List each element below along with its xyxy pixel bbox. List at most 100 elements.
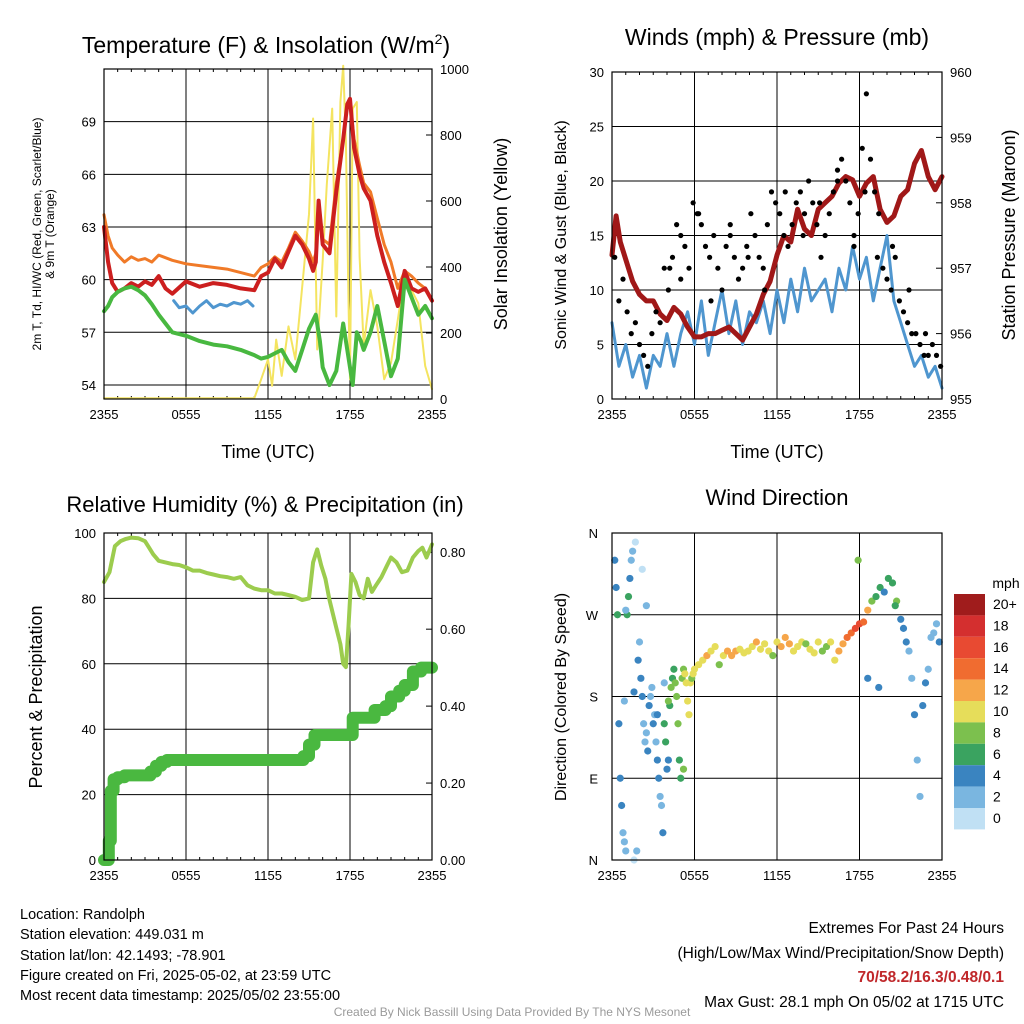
- wdir-point: [777, 642, 785, 651]
- winds-gust-point: [793, 200, 799, 206]
- rh-series-precip-line: [98, 661, 438, 866]
- wdir-point: [620, 697, 628, 705]
- wdir-point: [660, 679, 668, 687]
- wdir-point: [613, 611, 622, 619]
- wdir-point: [673, 692, 681, 701]
- extremes-panel: Extremes For Past 24 Hours (High/Low/Max…: [678, 917, 1005, 1015]
- extremes-title: Extremes For Past 24 Hours: [808, 920, 1004, 937]
- temp-panel: 2355 0555 1155 1755 2355 54 57 60 63 66 69 0 200 400 6…: [30, 31, 511, 462]
- wdir-point: [611, 556, 619, 564]
- wdir-point: [756, 645, 765, 653]
- temp-xtick-label: 2355: [418, 407, 447, 422]
- temp-series-yellow-line: [103, 64, 433, 400]
- winds-ytick-label: 15: [590, 229, 604, 244]
- wdir-title: Wind Direction: [705, 485, 848, 510]
- wdir-point: [769, 652, 777, 660]
- wdir-point: [864, 674, 872, 682]
- wdir-point: [653, 711, 661, 719]
- wdir-point: [899, 624, 908, 632]
- winds-gust-point: [834, 178, 841, 184]
- winds-gust-point: [872, 189, 878, 195]
- winds-gust-point: [822, 232, 828, 239]
- winds-gust-point: [834, 167, 841, 173]
- temp-title: Temperature (F) & Insolation (W/m2): [82, 31, 450, 58]
- winds-gust-point: [735, 276, 742, 282]
- winds-gust-point: [880, 265, 886, 271]
- temp-ylabel-line2: & 9m T (Orange): [43, 189, 57, 279]
- winds-xlabel: Time (UTC): [730, 442, 823, 462]
- winds-gust-point: [922, 331, 929, 337]
- created-text: Figure created on Fri, 2025-05-02, at 23…: [20, 967, 332, 984]
- winds-gust-point: [708, 298, 714, 304]
- winds-ytick-label: 10: [590, 283, 604, 298]
- winds-gust-point: [839, 156, 845, 162]
- winds-gust-point: [817, 200, 823, 206]
- temp-ytick-label: 63: [82, 220, 96, 235]
- winds-gust-point: [731, 254, 737, 260]
- wdir-point: [660, 720, 668, 728]
- wdir-point: [670, 665, 678, 673]
- wdir-legend-swatch: [954, 594, 985, 616]
- winds-gust-point: [781, 232, 787, 239]
- wdir-point: [880, 588, 888, 596]
- wdir-ytick-label: E: [589, 771, 598, 786]
- wdir-plot-frame: [611, 532, 943, 861]
- winds-gust-point: [782, 189, 788, 195]
- rh-y2tick-label: 0.20: [440, 776, 465, 791]
- wdir-point: [875, 683, 883, 692]
- wdir-legend-swatch: [954, 765, 985, 787]
- wdir-point: [864, 606, 872, 614]
- winds-gust-point: [830, 189, 836, 195]
- wdir-point: [675, 756, 683, 764]
- extremes-subtitle: (High/Low/Max Wind/Precipitation/Snow De…: [677, 944, 1005, 962]
- wdir-point: [674, 720, 682, 728]
- rh-ytick-label: 0: [89, 853, 96, 868]
- wdir-point: [910, 711, 919, 719]
- winds-gust-point: [876, 211, 882, 217]
- winds-ytick-label: 5: [597, 338, 604, 353]
- wdir-point: [810, 649, 818, 657]
- extremes-values: 70/58.2/16.3/0.48/0.1: [857, 969, 1004, 986]
- wdir-legend-swatch: [954, 636, 985, 659]
- winds-gust-point: [862, 189, 868, 195]
- temp-xtick-label: 0555: [172, 407, 201, 422]
- winds-gust-point: [889, 243, 896, 249]
- wdir-point: [626, 574, 634, 583]
- wdir-point: [634, 656, 642, 664]
- winds-gust-point: [810, 200, 816, 206]
- winds-gust-point: [884, 276, 890, 282]
- wdir-point: [679, 765, 688, 773]
- wdir-point: [633, 847, 641, 855]
- rh-plot-frame: [103, 532, 433, 861]
- wdir-point: [641, 738, 649, 746]
- winds-xtick-label: 2355: [598, 407, 627, 422]
- wdir-legend-swatch: [954, 658, 985, 680]
- winds-y2tick-label: 960: [950, 65, 972, 80]
- wdir-point: [916, 792, 924, 801]
- wdir-point: [659, 829, 667, 837]
- winds-y2tick-label: 958: [950, 196, 972, 211]
- winds-gust-point: [612, 254, 618, 260]
- rh-y2tick-label: 0.40: [440, 699, 465, 714]
- wdir-point: [655, 774, 663, 782]
- winds-gust-point: [892, 254, 898, 260]
- wdir-legend-label: 6: [993, 746, 1001, 762]
- station-info: Location: Randolph Station elevation: 44…: [20, 905, 340, 1006]
- wdir-legend-label: 14: [993, 660, 1009, 676]
- winds-gust-point: [760, 265, 766, 271]
- wdir-legend-label: 2: [993, 789, 1001, 805]
- temp-ytick-label: 60: [82, 273, 96, 288]
- winds-gust-point: [620, 276, 626, 282]
- wdir-point: [681, 670, 689, 678]
- wdir-point: [656, 792, 664, 801]
- location-text: Location: Randolph: [20, 907, 145, 923]
- wdir-legend-label: 0: [993, 810, 1001, 826]
- temp-ylabel: 2m T, Td, HI/WC (Red, Green, Scarlet/Blu…: [30, 118, 57, 351]
- wdir-point: [935, 638, 943, 646]
- wdir-legend-label: 18: [993, 617, 1009, 633]
- winds-xtick-label: 0555: [680, 407, 709, 422]
- winds-gust-point: [756, 254, 762, 260]
- wdir-point: [627, 556, 635, 564]
- winds-gust-point: [933, 352, 940, 358]
